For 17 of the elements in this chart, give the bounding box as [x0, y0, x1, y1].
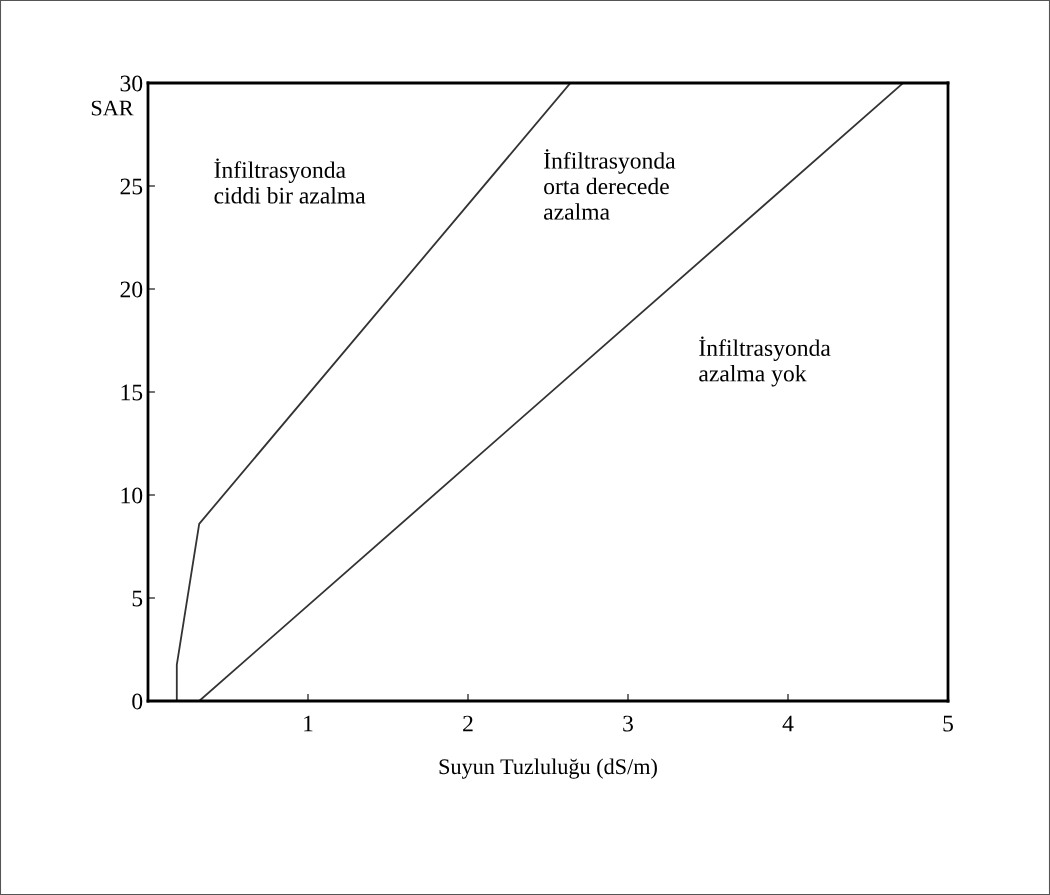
annotation: İnfiltrasyonda orta derecede azalma [544, 149, 676, 220]
y-tick-label: 15 [121, 384, 143, 401]
x-tick-label: 2 [463, 715, 473, 732]
y-axis-title: SAR [91, 100, 134, 116]
x-tick-label: 5 [943, 715, 953, 732]
x-tick-label: 4 [782, 715, 794, 732]
x-axis-title: Suyun Tuzluluğu (dS/m) [439, 758, 657, 779]
x-tick-label: 3 [623, 715, 633, 732]
y-tick-label: 0 [132, 693, 143, 710]
y-tick-label: 10 [121, 487, 143, 504]
x-tick-label: 1 [304, 715, 313, 732]
y-tick-label: 25 [120, 178, 143, 195]
annotation: İnfiltrasyonda ciddi bir azalma [214, 158, 366, 204]
y-tick-label: 5 [132, 590, 143, 607]
annotation: İnfiltrasyonda azalma yok [699, 336, 831, 387]
y-tick-label: 20 [120, 281, 143, 298]
y-tick-label: 30 [120, 75, 143, 92]
